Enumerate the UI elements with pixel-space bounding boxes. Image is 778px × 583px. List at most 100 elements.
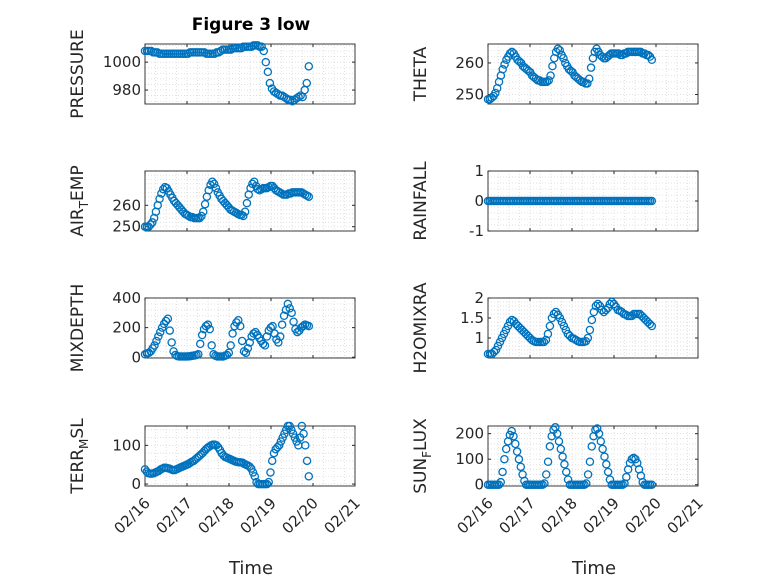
h2omixra-point [499, 329, 509, 339]
terr_msl-xtick-label: 02/16 [111, 494, 154, 537]
theta-point [498, 65, 507, 74]
terr_msl-point [262, 479, 272, 489]
air_temp-series [140, 177, 314, 231]
sun_flux-point [596, 437, 606, 446]
air_temp-axes-box [144, 170, 356, 232]
sun_flux-ytick-label: 0 [474, 476, 484, 494]
air_temp-point [157, 189, 166, 198]
terr_msl-point [285, 421, 294, 431]
h2omixra-point [645, 319, 655, 329]
theta-ytick-label: 260 [455, 54, 484, 72]
mixdepth-point [277, 320, 287, 329]
mixdepth-point [260, 341, 270, 350]
h2omixra-point [585, 325, 595, 335]
h2omixra-point [603, 303, 613, 313]
sun_flux-point [602, 460, 611, 469]
mixdepth-point [243, 344, 253, 353]
theta-point [586, 63, 596, 72]
sun_flux-point [516, 462, 526, 472]
mixdepth-point [203, 320, 213, 329]
sun_flux-series [483, 423, 657, 489]
air_temp-point [304, 192, 314, 201]
mixdepth-point [152, 336, 161, 346]
pressure-point [200, 48, 209, 57]
sun_flux-point [500, 454, 509, 464]
sun_flux-point [541, 470, 551, 479]
air_temp-point [249, 177, 259, 186]
h2omixra-point [489, 347, 499, 357]
air_temp-point [209, 179, 219, 189]
air_temp-ylabel: AIRTEMP [68, 165, 91, 236]
terr_msl-point [248, 468, 258, 477]
mixdepth-point [197, 330, 207, 340]
pressure-ylabel: PRESSURE [68, 29, 88, 118]
mixdepth-point [245, 338, 255, 347]
mixdepth-point [224, 348, 234, 358]
h2omixra-point [559, 321, 569, 331]
pressure-ytick-label: 1000 [103, 53, 141, 71]
mixdepth-point [207, 341, 216, 350]
terr_msl-point [288, 429, 298, 438]
mixdepth-point [298, 321, 308, 331]
sun_flux-ytick-label: 200 [455, 425, 484, 443]
theta-panel: 250 260 THETA [411, 43, 699, 105]
rainfall-ylabel: RAINFALL [411, 161, 431, 241]
sun_flux-xtick-label: 02/17 [496, 494, 539, 537]
pressure-point [257, 42, 266, 52]
theta-point [647, 55, 657, 65]
mixdepth-point [205, 324, 215, 334]
h2omixra-point [493, 341, 503, 351]
air_temp-point [146, 220, 155, 229]
mixdepth-point [150, 341, 159, 350]
sun_flux-point [540, 479, 549, 488]
terr_msl-xtick-label: 02/19 [237, 494, 280, 537]
theta-point [559, 53, 568, 63]
theta-ytick-label: 250 [455, 86, 484, 104]
terr_msl-point [276, 437, 286, 446]
mixdepth-point [228, 329, 237, 338]
rainfall-panel: -1 0 1 RAINFALL [411, 161, 699, 241]
sun_flux-ylabel: SUNFLUX [411, 418, 434, 494]
theta-point [548, 61, 557, 71]
terr_msl-ytick-label: 100 [112, 436, 141, 454]
sun_flux-axes-box [487, 425, 699, 487]
pressure-series [140, 41, 314, 106]
mixdepth-point [283, 299, 293, 309]
mixdepth-point [289, 317, 298, 326]
h2omixra-point [503, 321, 513, 331]
mixdepth-point [237, 336, 247, 346]
sun_flux-xtick-label: 02/19 [580, 494, 623, 537]
h2omixra-point [591, 301, 601, 311]
mixdepth-point [222, 350, 232, 360]
air_temp-point [158, 184, 168, 194]
h2omixra-point [539, 337, 549, 347]
theta-point [491, 88, 500, 98]
h2omixra-point [557, 317, 567, 327]
terr_msl-xtick-label: 02/18 [195, 494, 238, 537]
h2omixra-point [647, 321, 657, 331]
mixdepth-point [266, 323, 275, 332]
rainfall-ytick-label: 1 [474, 162, 484, 180]
mixdepth-point [258, 339, 268, 349]
pressure-point [153, 48, 162, 57]
air_temp-ytick-label: 250 [112, 218, 141, 236]
mixdepth-ytick-label: 0 [131, 348, 141, 366]
sun_flux-point [582, 479, 591, 488]
rainfall-series [483, 196, 657, 206]
terr_msl-point [304, 472, 314, 481]
terr_msl-ylabel: TERRMSL [68, 418, 91, 495]
sun_flux-point [558, 452, 567, 461]
sun_flux-point [594, 429, 604, 438]
terr_msl-point [302, 456, 312, 466]
sun_flux-point [509, 431, 518, 441]
sun_flux-point [560, 460, 569, 469]
air_temp-point [200, 199, 210, 209]
h2omixra-axes-box [487, 297, 699, 359]
sun_flux-point [496, 477, 505, 487]
terr_msl-point [266, 468, 275, 477]
sun_flux-point [585, 457, 595, 466]
air_temp-point [155, 194, 164, 204]
mixdepth-point [249, 329, 258, 338]
